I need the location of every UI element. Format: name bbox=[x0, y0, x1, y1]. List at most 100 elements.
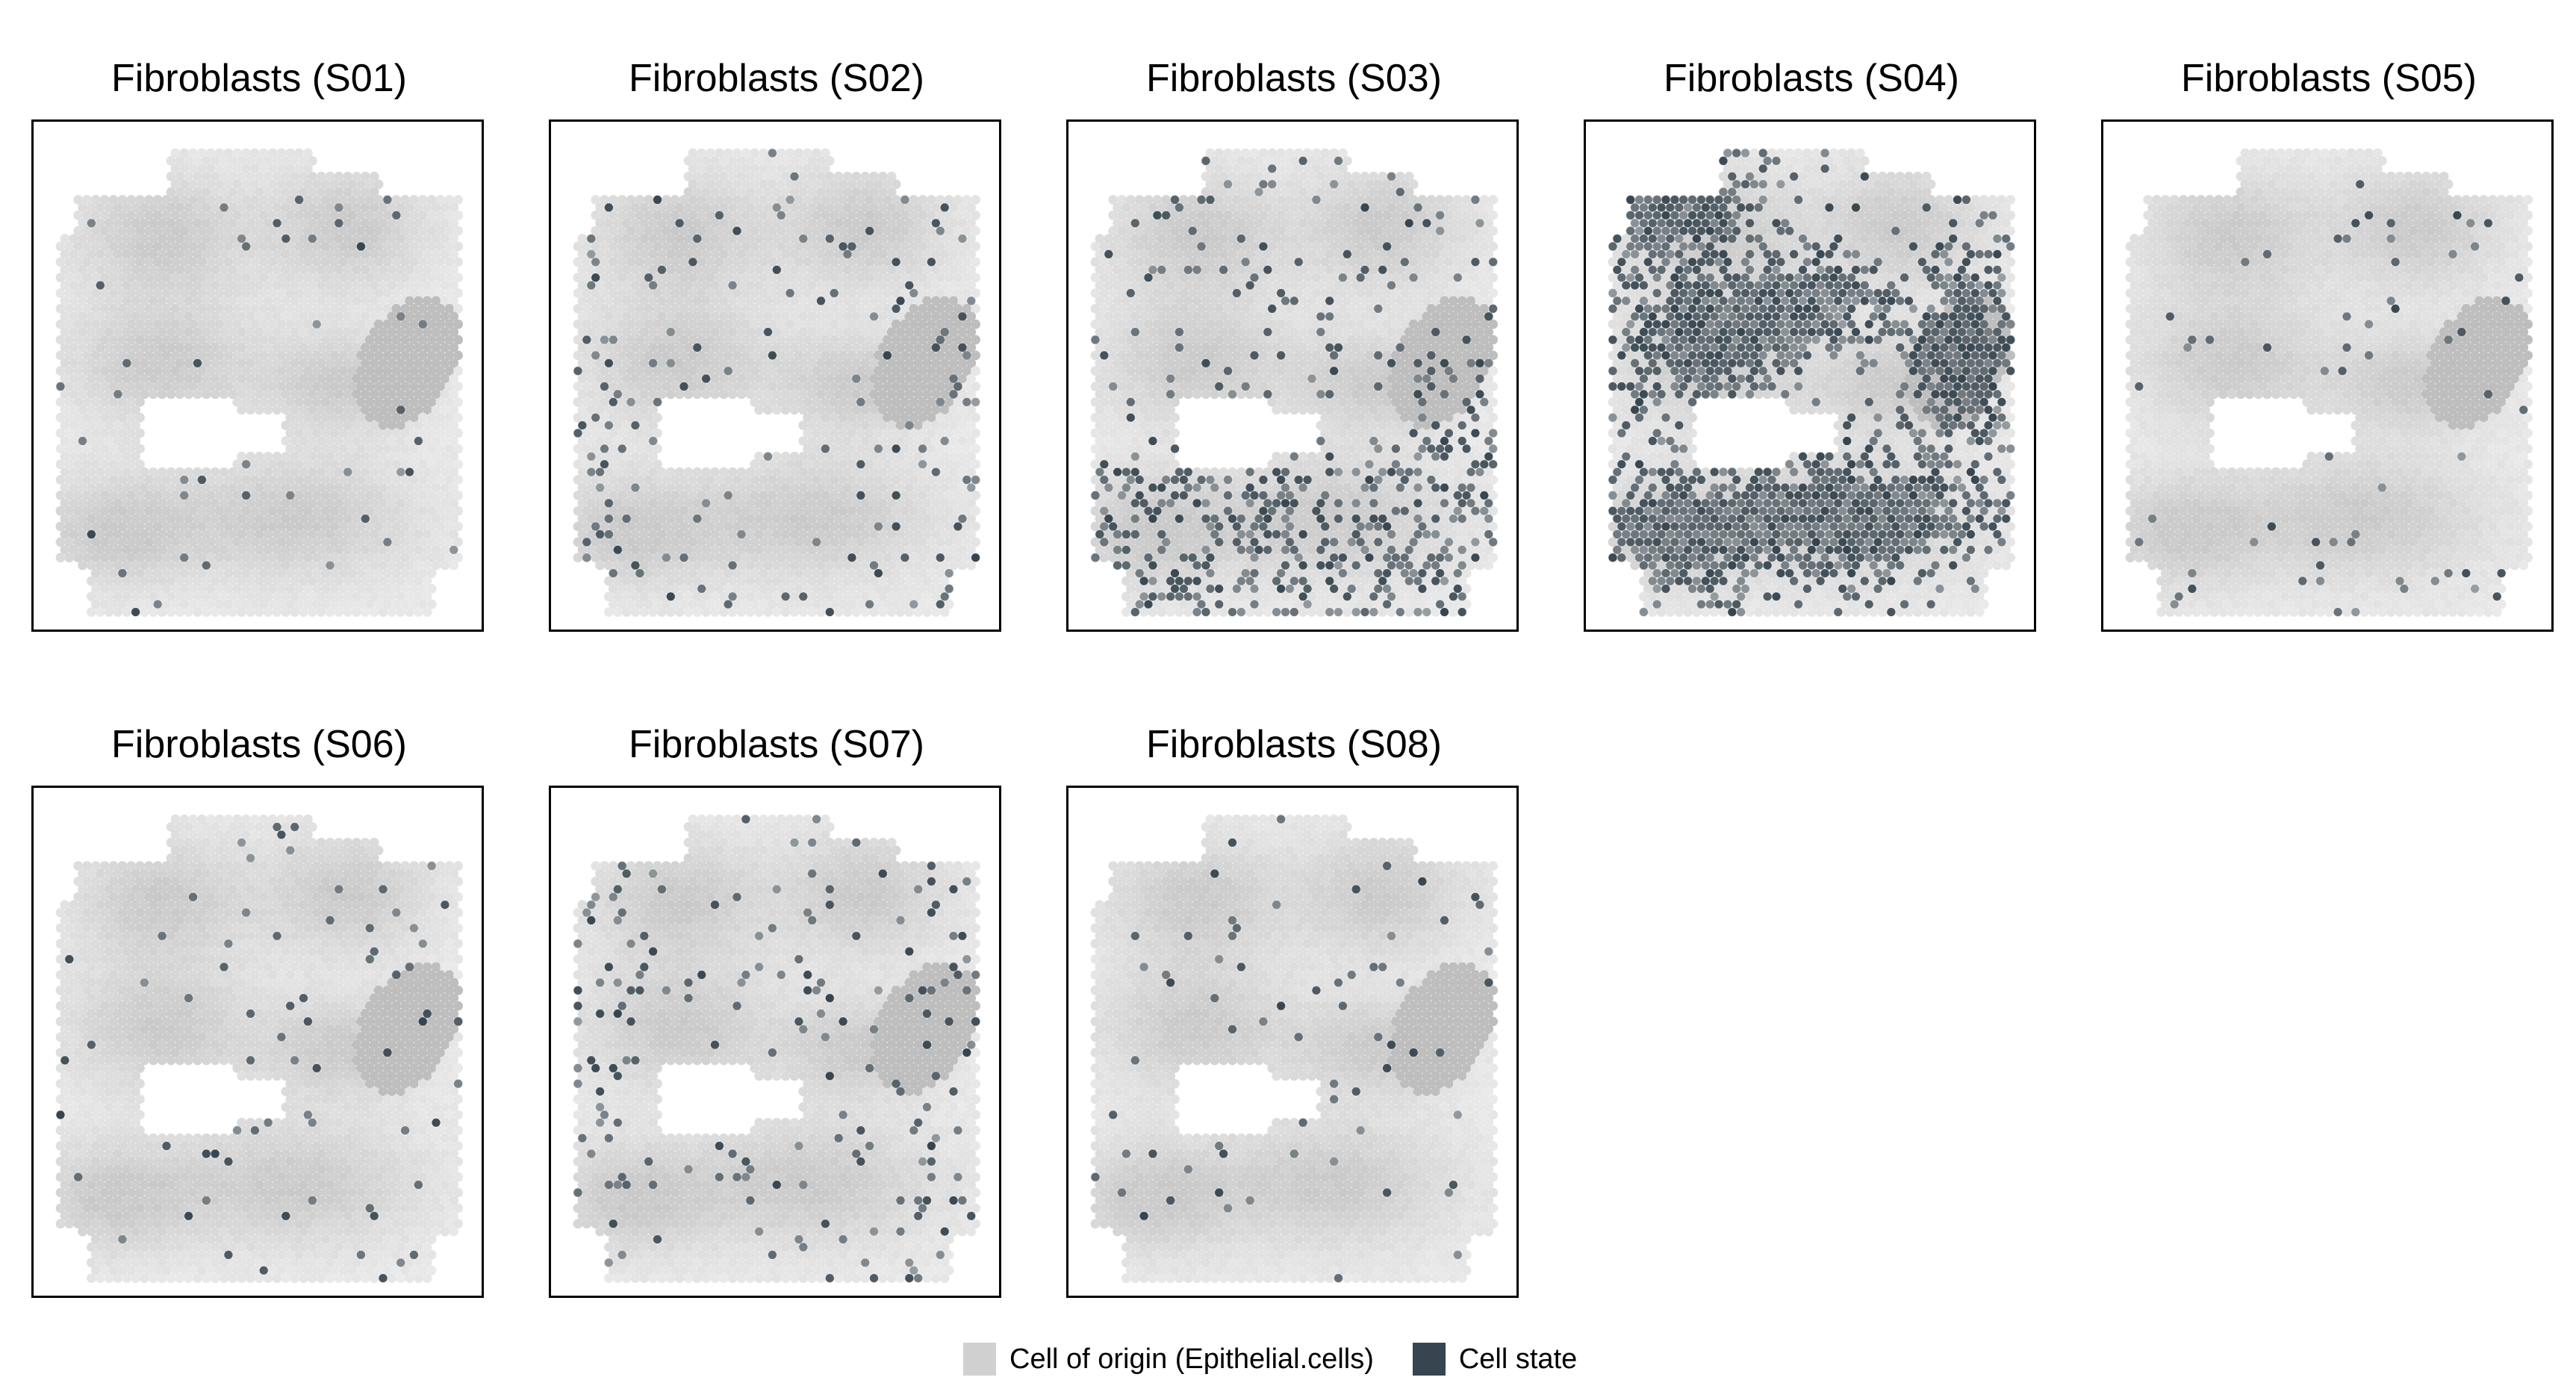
state-spot bbox=[931, 343, 940, 352]
origin-spot bbox=[60, 327, 70, 337]
origin-spot bbox=[860, 451, 871, 462]
origin-spot bbox=[237, 280, 246, 290]
origin-spot bbox=[877, 202, 888, 213]
origin-spot bbox=[400, 350, 410, 361]
origin-spot bbox=[87, 343, 96, 352]
origin-spot bbox=[126, 599, 137, 609]
origin-spot bbox=[648, 373, 658, 384]
origin-spot bbox=[927, 599, 936, 609]
origin-spot bbox=[299, 576, 308, 586]
origin-spot bbox=[95, 607, 105, 617]
state-spot bbox=[122, 358, 131, 367]
origin-spot bbox=[122, 451, 132, 462]
origin-spot bbox=[939, 498, 950, 509]
origin-spot bbox=[715, 584, 724, 594]
origin-spot bbox=[692, 576, 703, 586]
origin-spot bbox=[219, 529, 229, 539]
origin-spot bbox=[882, 459, 892, 470]
origin-spot bbox=[320, 475, 331, 485]
origin-spot bbox=[653, 366, 662, 376]
origin-spot bbox=[771, 296, 782, 306]
state-spot bbox=[724, 367, 732, 376]
origin-spot bbox=[798, 343, 809, 352]
origin-spot bbox=[803, 164, 813, 174]
origin-spot bbox=[387, 343, 397, 352]
origin-spot bbox=[320, 506, 331, 516]
origin-spot bbox=[595, 436, 605, 446]
origin-spot bbox=[356, 304, 366, 314]
origin-spot bbox=[272, 358, 282, 368]
origin-spot bbox=[824, 202, 835, 213]
origin-spot bbox=[219, 373, 229, 384]
origin-spot bbox=[812, 304, 821, 314]
origin-spot bbox=[612, 373, 623, 384]
origin-spot bbox=[803, 412, 813, 423]
origin-spot bbox=[741, 382, 751, 391]
origin-spot bbox=[188, 366, 198, 376]
origin-spot bbox=[360, 280, 370, 290]
origin-spot bbox=[161, 382, 172, 391]
origin-spot bbox=[338, 584, 349, 594]
origin-spot bbox=[718, 327, 729, 337]
origin-spot bbox=[352, 327, 361, 337]
state-spot bbox=[573, 367, 582, 376]
origin-spot bbox=[718, 202, 729, 213]
origin-spot bbox=[197, 319, 207, 329]
origin-spot bbox=[144, 195, 154, 205]
origin-spot bbox=[847, 444, 857, 454]
origin-spot bbox=[237, 607, 246, 617]
origin-spot bbox=[241, 568, 251, 578]
origin-spot bbox=[821, 568, 830, 578]
origin-spot bbox=[175, 358, 185, 368]
state-spot bbox=[591, 273, 600, 282]
origin-spot bbox=[665, 327, 676, 337]
origin-spot bbox=[612, 514, 623, 523]
origin-spot bbox=[785, 319, 795, 329]
origin-spot bbox=[776, 366, 786, 376]
origin-spot bbox=[78, 280, 87, 290]
origin-spot bbox=[356, 475, 366, 485]
origin-spot bbox=[122, 544, 132, 555]
origin-spot bbox=[948, 280, 959, 290]
origin-spot bbox=[856, 210, 866, 220]
origin-spot bbox=[166, 343, 176, 352]
origin-spot bbox=[962, 553, 972, 563]
origin-spot bbox=[214, 241, 225, 252]
origin-spot bbox=[657, 358, 667, 368]
origin-spot bbox=[184, 576, 193, 586]
origin-spot bbox=[621, 218, 632, 229]
origin-spot bbox=[417, 599, 428, 609]
state-spot bbox=[869, 312, 879, 321]
origin-spot bbox=[971, 521, 980, 532]
origin-spot bbox=[435, 273, 446, 283]
origin-spot bbox=[440, 280, 450, 290]
origin-spot bbox=[812, 459, 821, 470]
origin-spot bbox=[697, 164, 707, 174]
origin-spot bbox=[812, 335, 821, 345]
origin-spot bbox=[440, 202, 450, 213]
origin-spot bbox=[922, 560, 932, 571]
origin-spot bbox=[417, 382, 428, 391]
origin-spot bbox=[612, 358, 623, 368]
origin-spot bbox=[944, 288, 954, 298]
origin-spot bbox=[821, 210, 830, 220]
origin-spot bbox=[759, 350, 768, 361]
origin-spot bbox=[188, 506, 198, 516]
origin-spot bbox=[382, 366, 393, 376]
origin-spot bbox=[595, 296, 605, 306]
origin-spot bbox=[759, 304, 768, 314]
origin-spot bbox=[99, 491, 110, 500]
state-spot bbox=[679, 382, 688, 391]
origin-spot bbox=[205, 210, 216, 220]
origin-spot bbox=[750, 241, 760, 252]
origin-spot bbox=[856, 584, 866, 594]
origin-spot bbox=[299, 234, 308, 243]
origin-spot bbox=[290, 436, 300, 446]
origin-spot bbox=[608, 382, 618, 391]
origin-spot bbox=[913, 218, 924, 229]
origin-spot bbox=[303, 537, 313, 547]
origin-spot bbox=[197, 241, 207, 252]
origin-spot bbox=[237, 591, 246, 602]
origin-spot bbox=[732, 273, 742, 283]
origin-spot bbox=[440, 234, 450, 243]
